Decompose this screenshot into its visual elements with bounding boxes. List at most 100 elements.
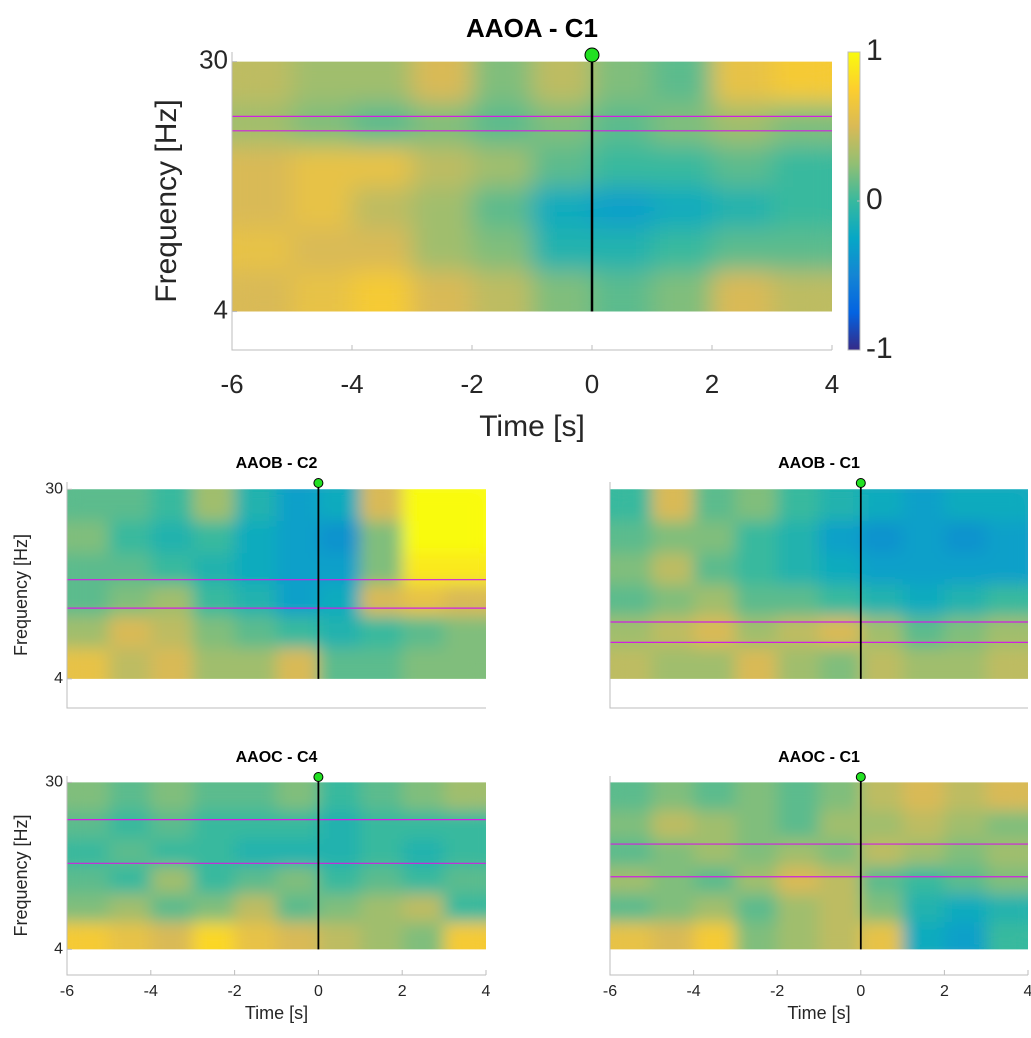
heatmap-cell [402, 584, 445, 616]
heatmap-cell [150, 810, 194, 839]
heatmap-cell [777, 865, 820, 894]
heatmap-cell [735, 552, 778, 585]
heatmap-cell [444, 584, 486, 616]
heatmap-cell [192, 865, 236, 894]
event-marker [313, 478, 324, 488]
heatmap-cell [651, 520, 695, 554]
heatmap-cell [472, 227, 533, 271]
heatmap-cell [150, 520, 194, 554]
y-tick-label: 30 [45, 774, 63, 791]
panel: AAOB - C2 4 30 Frequency [Hz] [11, 455, 486, 709]
heatmap-cell [402, 520, 445, 554]
heatmap-cell [772, 61, 832, 104]
heatmap-cell [944, 921, 987, 950]
heatmap-cell [67, 489, 110, 522]
heatmap-cell [360, 893, 403, 923]
panel: AAOC - C1 -6 -4 -2 0 2 4 Time [s] [603, 749, 1031, 1023]
x-tick-label: 2 [705, 369, 719, 399]
heatmap-cell [902, 865, 945, 894]
heatmap-cell [819, 489, 862, 522]
heatmap-cell [402, 615, 445, 648]
panel-title: AAOA - C1 [466, 13, 598, 43]
heatmap-cell [735, 615, 778, 648]
heatmap-cell [402, 647, 445, 679]
heatmap-cell [735, 584, 778, 616]
heatmap-cell [108, 782, 152, 811]
heatmap-cell [360, 489, 403, 522]
x-tick-label: -4 [144, 983, 158, 1000]
heatmap-cell [192, 489, 236, 522]
heatmap-cell [777, 552, 820, 585]
heatmap-cell [412, 186, 473, 229]
heatmap-cell [986, 865, 1028, 894]
heatmap-cell [402, 921, 445, 950]
heatmap-cell [712, 61, 773, 104]
heatmap-cell [777, 489, 820, 522]
heatmap-cell [234, 865, 277, 894]
heatmap-cell [735, 921, 778, 950]
heatmap-cell [735, 647, 778, 679]
heatmap-cell [444, 893, 486, 923]
heatmap-cell [944, 838, 987, 867]
heatmap-cell [352, 227, 413, 271]
heatmap-cell [819, 552, 862, 585]
heatmap-cell [860, 647, 904, 679]
heatmap-cell [276, 865, 319, 894]
heatmap-cell [276, 782, 319, 811]
heatmap-cell [402, 489, 445, 522]
heatmap-cell [651, 893, 695, 923]
heatmap-cell [860, 810, 904, 839]
heatmap-cell [860, 520, 904, 554]
heatmap-cell [472, 145, 533, 188]
heatmap-cell [402, 810, 445, 839]
heatmap-cell [412, 270, 473, 312]
heatmap-cell [108, 838, 152, 867]
axis-lines [609, 482, 1028, 709]
heatmap-cell [735, 893, 778, 923]
heatmap-cell [902, 615, 945, 648]
heatmap-cell [67, 782, 110, 811]
heatmap-cell [592, 145, 653, 188]
heatmap-cell [192, 921, 236, 950]
heatmap-cell [693, 921, 736, 950]
heatmap-cell [108, 810, 152, 839]
heatmap-cell [902, 921, 945, 950]
x-tick-label: 0 [856, 983, 865, 1000]
heatmap-clip [67, 782, 486, 950]
heatmap-cell [150, 489, 194, 522]
heatmap-cell [292, 102, 353, 146]
heatmap-cell [532, 186, 593, 229]
y-tick-label: 4 [54, 941, 63, 958]
heatmap [67, 489, 486, 679]
heatmap-cell [150, 921, 194, 950]
x-tick-label: 4 [482, 983, 491, 1000]
heatmap-cell [532, 61, 593, 104]
heatmap-cell [610, 838, 653, 867]
y-tick-label: 4 [54, 670, 63, 687]
heatmap-cell [232, 227, 293, 271]
heatmap-cell [234, 838, 277, 867]
x-tick-label: 4 [825, 369, 839, 399]
x-tick-label: -4 [686, 983, 700, 1000]
heatmap-cell [412, 61, 473, 104]
heatmap-cell [902, 893, 945, 923]
heatmap [610, 782, 1028, 950]
heatmap-cell [592, 186, 653, 229]
x-tick-label: -2 [770, 983, 784, 1000]
heatmap-cell [902, 552, 945, 585]
heatmap-clip [232, 61, 832, 312]
heatmap-cell [777, 782, 820, 811]
x-axis-label: Time [s] [479, 410, 585, 443]
heatmap-cell [108, 921, 152, 950]
heatmap-cell [108, 647, 152, 679]
heatmap-cell [402, 865, 445, 894]
heatmap-cell [360, 615, 403, 648]
heatmap-cell [944, 782, 987, 811]
event-marker [584, 47, 600, 63]
heatmap-cell [318, 782, 361, 811]
heatmap-cell [777, 520, 820, 554]
heatmap-cell [108, 584, 152, 616]
heatmap-cell [234, 921, 277, 950]
heatmap-cell [192, 615, 236, 648]
panel-title: AAOC - C4 [236, 749, 318, 766]
